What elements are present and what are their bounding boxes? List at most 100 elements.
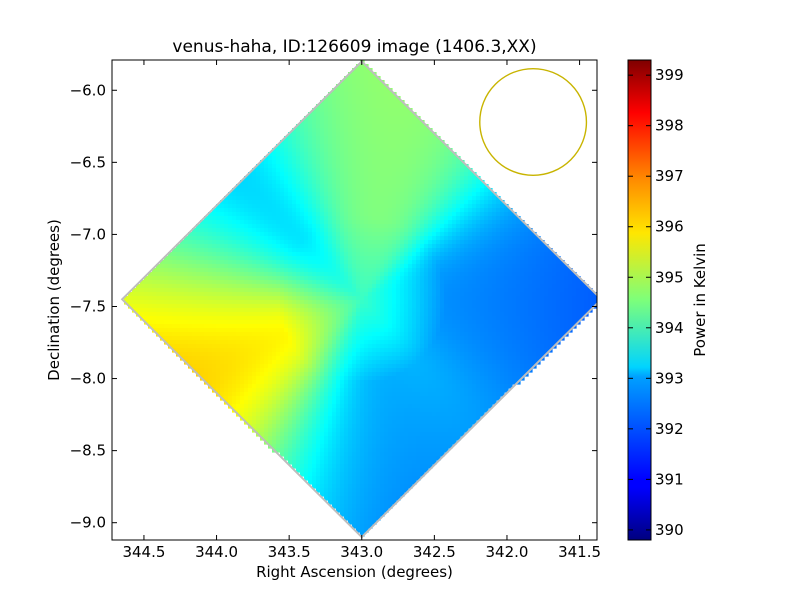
heatmap-cell: [208, 272, 213, 277]
heatmap-cell: [508, 340, 513, 345]
heatmap-cell: [232, 192, 237, 197]
heatmap-cell: [292, 196, 297, 201]
heatmap-cell: [420, 172, 425, 177]
heatmap-cell: [436, 208, 441, 213]
heatmap-cell: [364, 256, 369, 261]
heatmap-cell: [284, 204, 289, 209]
heatmap-cell: [380, 316, 385, 321]
heatmap-cell: [244, 276, 249, 281]
heatmap-cell: [232, 236, 237, 241]
heatmap-cell: [348, 308, 353, 313]
heatmap-cell: [444, 216, 449, 221]
heatmap-cell: [400, 324, 405, 329]
heatmap-cell: [304, 124, 309, 129]
heatmap-cell: [188, 300, 193, 305]
heatmap-cell: [484, 276, 489, 281]
heatmap-cell: [348, 296, 353, 301]
heatmap-cell: [448, 268, 453, 273]
heatmap-cell: [352, 100, 357, 105]
heatmap-cell: [212, 216, 217, 221]
heatmap-cell: [532, 332, 537, 337]
heatmap-cell: [484, 264, 489, 269]
heatmap-cell: [424, 256, 429, 261]
heatmap-cell: [200, 240, 205, 245]
heatmap-cell: [276, 304, 281, 309]
heatmap-cell: [340, 176, 345, 181]
heatmap-cell: [308, 148, 313, 153]
heatmap-cell: [464, 260, 469, 265]
heatmap-cell: [368, 272, 373, 277]
heatmap-cell: [316, 324, 321, 329]
heatmap-cell: [372, 300, 377, 305]
heatmap-cell: [528, 276, 533, 281]
heatmap-cell: [380, 208, 385, 213]
heatmap-cell: [156, 308, 161, 313]
heatmap-cell: [388, 140, 393, 145]
heatmap-cell: [488, 244, 493, 249]
heatmap-cell: [404, 220, 409, 225]
heatmap-cell: [256, 172, 261, 177]
heatmap-cell: [136, 284, 141, 289]
heatmap-cell: [476, 320, 481, 325]
heatmap-cell: [484, 244, 489, 249]
heatmap-cell: [532, 236, 537, 241]
heatmap-cell: [324, 292, 329, 297]
heatmap-cell: [516, 308, 521, 313]
heatmap-cell: [372, 200, 377, 205]
heatmap-cell: [240, 216, 245, 221]
heatmap-cell: [340, 124, 345, 129]
heatmap-cell: [304, 272, 309, 277]
heatmap-cell: [424, 172, 429, 177]
heatmap-cell: [536, 268, 541, 273]
heatmap-cell: [332, 276, 337, 281]
heatmap-cell: [344, 156, 349, 161]
heatmap-cell: [272, 148, 277, 153]
heatmap-cell: [296, 256, 301, 261]
heatmap-cell: [444, 220, 449, 225]
heatmap-cell: [256, 340, 261, 345]
heatmap-cell: [584, 304, 589, 309]
heatmap-cell: [376, 176, 381, 181]
heatmap-cell: [476, 208, 481, 213]
heatmap-cell: [432, 168, 437, 173]
heatmap-cell: [452, 180, 457, 185]
heatmap-cell: [388, 268, 393, 273]
heatmap-cell: [424, 168, 429, 173]
heatmap-cell: [468, 216, 473, 221]
heatmap-cell: [548, 264, 553, 269]
heatmap-cell: [456, 300, 461, 305]
heatmap-cell: [392, 208, 397, 213]
heatmap-cell: [444, 308, 449, 313]
heatmap-cell: [448, 176, 453, 181]
heatmap-cell: [428, 172, 433, 177]
heatmap-cell: [468, 260, 473, 265]
heatmap-cell: [292, 272, 297, 277]
heatmap-cell: [428, 260, 433, 265]
heatmap-cell: [336, 160, 341, 165]
heatmap-cell: [256, 192, 261, 197]
heatmap-cell: [488, 232, 493, 237]
heatmap-cell: [452, 320, 457, 325]
heatmap-cell: [540, 304, 545, 309]
heatmap-cell: [460, 184, 465, 189]
heatmap-cell: [324, 160, 329, 165]
heatmap-cell: [376, 232, 381, 237]
heatmap-cell: [320, 132, 325, 137]
heatmap-cell: [292, 176, 297, 181]
heatmap-cell: [288, 208, 293, 213]
heatmap-cell: [316, 252, 321, 257]
heatmap-cell: [500, 332, 505, 337]
heatmap-cell: [452, 228, 457, 233]
heatmap-cell: [252, 204, 257, 209]
heatmap-cell: [240, 180, 245, 185]
heatmap-cell: [356, 164, 361, 169]
heatmap-cell: [304, 244, 309, 249]
heatmap-cell: [372, 156, 377, 161]
heatmap-cell: [376, 248, 381, 253]
heatmap-cell: [480, 232, 485, 237]
heatmap-cell: [384, 228, 389, 233]
heatmap-cell: [284, 212, 289, 217]
heatmap-cell: [472, 336, 477, 341]
heatmap-cell: [504, 328, 509, 333]
heatmap-cell: [472, 312, 477, 317]
